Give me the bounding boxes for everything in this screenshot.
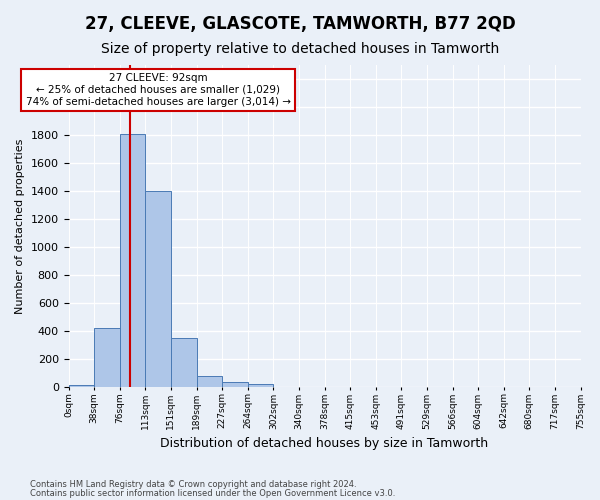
X-axis label: Distribution of detached houses by size in Tamworth: Distribution of detached houses by size … [160,437,488,450]
Bar [171,338,197,386]
Bar [248,384,274,386]
Text: 27 CLEEVE: 92sqm
← 25% of detached houses are smaller (1,029)
74% of semi-detach: 27 CLEEVE: 92sqm ← 25% of detached house… [26,74,290,106]
Bar [222,382,248,386]
Text: Size of property relative to detached houses in Tamworth: Size of property relative to detached ho… [101,42,499,56]
Y-axis label: Number of detached properties: Number of detached properties [15,138,25,314]
Bar [68,384,94,386]
Bar [94,328,120,386]
Text: 27, CLEEVE, GLASCOTE, TAMWORTH, B77 2QD: 27, CLEEVE, GLASCOTE, TAMWORTH, B77 2QD [85,15,515,33]
Bar [120,134,145,386]
Bar [145,191,171,386]
Text: Contains public sector information licensed under the Open Government Licence v3: Contains public sector information licen… [30,488,395,498]
Text: Contains HM Land Registry data © Crown copyright and database right 2024.: Contains HM Land Registry data © Crown c… [30,480,356,489]
Bar [197,376,222,386]
